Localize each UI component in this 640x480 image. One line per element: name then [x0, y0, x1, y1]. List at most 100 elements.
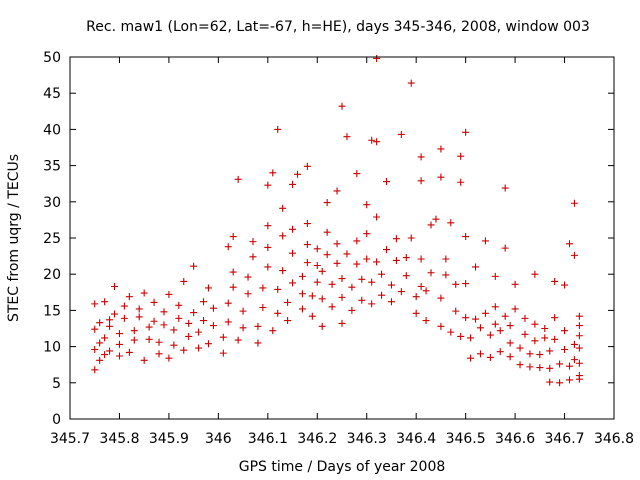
data-point-plus — [378, 291, 386, 299]
x-tick-label: 346.2 — [297, 431, 337, 447]
data-point-plus — [457, 332, 465, 340]
data-point-plus — [293, 170, 301, 178]
data-point-plus — [101, 298, 109, 306]
data-point-plus — [462, 280, 470, 288]
data-point-plus — [565, 240, 573, 248]
data-point-plus — [115, 340, 123, 348]
y-tick-label: 20 — [43, 267, 61, 283]
data-point-plus — [526, 350, 534, 358]
x-tick-label: 346 — [205, 431, 232, 447]
data-point-plus — [135, 313, 143, 321]
data-point-plus — [224, 318, 232, 326]
data-point-plus — [180, 346, 188, 354]
data-point-plus — [204, 340, 212, 348]
data-point-plus — [303, 241, 311, 249]
data-point-plus — [363, 230, 371, 238]
data-point-plus — [501, 184, 509, 192]
data-point-plus — [298, 305, 306, 313]
data-point-plus — [501, 244, 509, 252]
data-point-plus — [437, 173, 445, 181]
data-point-plus — [259, 284, 267, 292]
data-point-plus — [289, 249, 297, 257]
data-point-plus — [506, 339, 514, 347]
data-point-plus — [575, 372, 583, 380]
data-point-plus — [155, 350, 163, 358]
data-point-plus — [353, 170, 361, 178]
y-tick-label: 0 — [52, 412, 61, 428]
data-point-plus — [551, 335, 559, 343]
data-point-plus — [264, 263, 272, 271]
data-point-plus — [313, 245, 321, 253]
data-point-plus — [437, 145, 445, 153]
data-point-plus — [551, 277, 559, 285]
data-point-plus — [387, 281, 395, 289]
data-point-plus — [204, 284, 212, 292]
data-point-plus — [447, 219, 455, 227]
data-point-plus — [269, 169, 277, 177]
data-point-plus — [264, 222, 272, 230]
data-point-plus — [323, 199, 331, 207]
data-point-plus — [447, 328, 455, 336]
data-point-plus — [467, 334, 475, 342]
data-point-plus — [298, 290, 306, 298]
data-point-plus — [289, 279, 297, 287]
data-point-plus — [338, 293, 346, 301]
data-point-plus — [209, 304, 217, 312]
data-point-plus — [427, 221, 435, 229]
data-point-plus — [561, 327, 569, 335]
data-point-plus — [521, 330, 529, 338]
data-point-plus — [467, 354, 475, 362]
data-point-plus — [531, 337, 539, 345]
data-point-plus — [575, 344, 583, 352]
data-point-plus — [541, 325, 549, 332]
x-tick-label: 346.3 — [347, 431, 387, 447]
data-point-plus — [353, 237, 361, 245]
data-point-plus — [219, 333, 227, 341]
data-point-plus — [565, 362, 573, 370]
data-point-plus — [106, 347, 114, 355]
data-point-plus — [323, 251, 331, 259]
data-point-plus — [368, 136, 376, 144]
data-point-plus — [264, 243, 272, 251]
data-point-plus — [145, 323, 153, 331]
x-axis-labels: 345.7 345.8 345.9 346 346.1 346.2 346.3 346.4 34… — [50, 431, 634, 447]
data-point-plus — [106, 316, 114, 324]
data-point-plus — [284, 317, 292, 325]
data-point-plus — [308, 292, 316, 300]
data-point-plus — [373, 258, 381, 266]
y-axis-labels: 0 5 10 15 20 25 30 35 40 45 50 — [43, 50, 61, 428]
data-point-plus — [284, 298, 292, 306]
data-point-plus — [551, 314, 559, 322]
x-tick-label: 346.4 — [396, 431, 436, 447]
data-point-plus — [575, 359, 583, 367]
data-point-plus — [234, 175, 242, 183]
data-point-plus — [229, 233, 237, 241]
data-point-plus — [333, 240, 341, 248]
data-point-plus — [402, 254, 410, 262]
data-point-plus — [373, 54, 381, 62]
data-point-plus — [402, 272, 410, 280]
y-tick-label: 50 — [43, 50, 61, 66]
data-point-plus — [318, 295, 326, 303]
data-point-plus — [358, 275, 366, 283]
data-point-plus — [111, 283, 119, 291]
data-point-plus — [462, 233, 470, 241]
data-point-plus — [264, 181, 272, 189]
data-point-plus — [244, 273, 252, 281]
data-point-plus — [422, 317, 430, 325]
data-point-plus — [442, 255, 450, 263]
data-point-plus — [427, 269, 435, 277]
data-point-plus — [491, 320, 499, 328]
data-point-plus — [101, 351, 109, 359]
data-point-plus — [437, 294, 445, 302]
data-point-plus — [457, 178, 465, 186]
y-tick-label: 5 — [52, 376, 61, 392]
data-point-plus — [506, 322, 514, 330]
data-point-plus — [313, 278, 321, 286]
data-point-plus — [185, 332, 193, 340]
data-point-plus — [472, 263, 480, 271]
plot-frame — [69, 56, 615, 420]
data-point-plus — [422, 287, 430, 295]
data-point-plus — [516, 344, 524, 352]
y-axis-label: STEC from uqrg / TECUs — [6, 154, 22, 322]
